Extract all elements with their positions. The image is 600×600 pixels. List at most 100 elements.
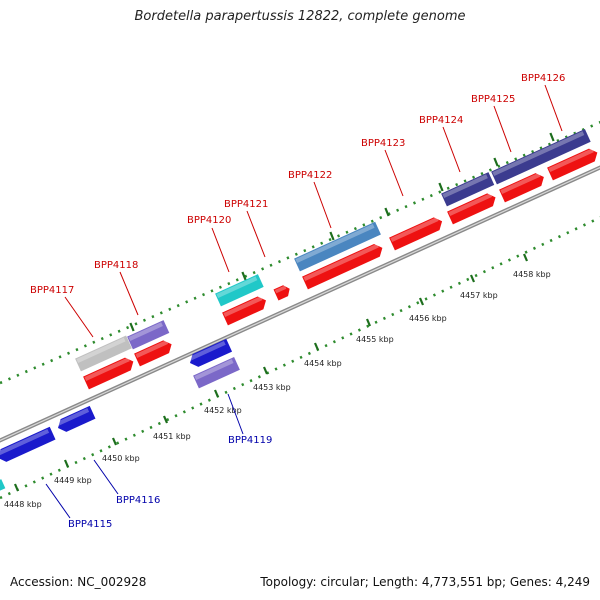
cds-red-arrow-highlight [223, 296, 263, 317]
gene-label-top[interactable]: BPP4125 [471, 94, 515, 105]
cds-red-arrow-shape [389, 217, 443, 251]
feature-purple-box-shape [127, 320, 170, 350]
cds-blue-arrow[interactable] [0, 426, 56, 465]
cds-red-arrow-highlight [303, 243, 379, 281]
gene-label-bottom[interactable]: BPP4115 [68, 519, 112, 530]
cds-red-arrow-shape [222, 296, 266, 326]
ruler-tick-label: 4453 kbp [253, 383, 291, 392]
cds-blue-arrow[interactable] [55, 405, 96, 434]
ruler-tick-mark [162, 415, 169, 424]
ruler-tick-mark [129, 322, 135, 332]
ruler-tick-mark [438, 182, 444, 192]
cds-blue-arrow-shape [190, 338, 233, 367]
gene-label-top[interactable]: BPP4118 [94, 260, 138, 271]
backbone-inner [0, 166, 600, 442]
ruler-tick-label: 4457 kbp [460, 291, 498, 300]
cds-purple-box-highlight [194, 359, 234, 380]
gene-leader-line [45, 483, 71, 519]
cds-red-arrow[interactable] [222, 294, 269, 326]
feature-darkpurple-box-2-highlight [492, 131, 585, 176]
gene-label-bottom[interactable]: BPP4116 [116, 495, 160, 506]
cds-blue-arrow-shape [58, 405, 96, 432]
cds-red-arrow-shape [83, 357, 134, 390]
cds-purple-box[interactable] [193, 357, 240, 389]
cds-red-arrow[interactable] [499, 171, 547, 203]
ruler-tick-label: 4456 kbp [409, 314, 447, 323]
ruler-tick-mark [418, 297, 425, 306]
cds-red-arrow[interactable] [447, 191, 498, 225]
cds-red-arrow-shape [134, 340, 172, 367]
cds-red-arrow-highlight [135, 340, 169, 358]
ruler-tick-label: 4458 kbp [513, 270, 551, 279]
cds-red-arrow[interactable] [83, 355, 136, 390]
ruler-tick-mark [522, 253, 529, 262]
ruler-tick-label: 4450 kbp [102, 454, 140, 463]
gene-leader-line [544, 84, 563, 132]
cds-cyan-box[interactable] [0, 479, 6, 492]
cds-blue-arrow[interactable] [187, 338, 233, 370]
feature-gray-box[interactable] [75, 335, 132, 372]
cds-red-arrow[interactable] [134, 338, 174, 367]
ruler-tick-mark [469, 274, 476, 283]
gene-label-top[interactable]: BPP4121 [224, 199, 268, 210]
ruler-tick-mark [549, 132, 555, 142]
accession-text: Accession: NC_002928 [10, 575, 147, 589]
feature-darkpurple-box-1[interactable] [441, 172, 495, 207]
ruler-tick-mark [329, 231, 335, 241]
cds-red-arrow[interactable] [389, 215, 445, 251]
gene-label-top[interactable]: BPP4123 [361, 138, 405, 149]
gene-leader-line [442, 126, 461, 173]
genome-title: Bordetella parapertussis 12822, complete… [134, 9, 466, 24]
feature-gray-box-highlight [76, 337, 126, 363]
feature-steel-box[interactable] [294, 221, 381, 272]
gene-label-top[interactable]: BPP4120 [187, 215, 231, 226]
cds-red-arrow-highlight [500, 172, 541, 194]
gene-label-bottom[interactable]: BPP4119 [228, 435, 272, 446]
ruler-tick-label: 4451 kbp [153, 432, 191, 441]
ruler-tick-mark [365, 318, 372, 327]
cds-red-arrow-shape [499, 173, 544, 203]
cds-red-arrow[interactable] [547, 146, 600, 181]
cds-red-arrow-shape [273, 285, 290, 301]
cds-red-arrow[interactable] [273, 283, 293, 301]
ruler-tick-mark [493, 157, 499, 167]
feature-darkpurple-box-2[interactable] [491, 129, 591, 185]
gene-label-top[interactable]: BPP4126 [521, 73, 565, 84]
ruler-tick-mark [213, 389, 220, 398]
feature-darkpurple-box-1-highlight [442, 174, 488, 198]
cds-red-arrow-shape [547, 148, 598, 181]
ruler-tick-mark [63, 459, 70, 468]
gene-leader-line [493, 105, 512, 153]
gene-leader-line [119, 271, 139, 316]
ruler-tick-label: 4448 kbp [4, 500, 42, 509]
feature-darkpurple-box-2-shape [491, 129, 591, 185]
cds-red-arrow-highlight [84, 357, 130, 381]
gene-label-top[interactable]: BPP4117 [30, 285, 74, 296]
genome-summary-text: Topology: circular; Length: 4,773,551 bp… [260, 575, 590, 589]
gene-leader-line [313, 181, 332, 229]
ruler-tick-mark [241, 271, 247, 281]
gene-label-top[interactable]: BPP4124 [419, 115, 463, 126]
gene-leader-line [384, 149, 404, 197]
gene-leader-line [64, 296, 94, 338]
cds-red-arrow-highlight [274, 285, 287, 294]
cds-purple-box-shape [193, 357, 240, 389]
gene-leader-line [93, 459, 119, 495]
feature-darkpurple-box-1-shape [441, 172, 495, 207]
feature-cyan-box[interactable] [215, 274, 264, 307]
ruler-tick-label: 4455 kbp [356, 335, 394, 344]
cds-red-arrow-shape [447, 193, 496, 225]
ruler-tick-label: 4449 kbp [54, 476, 92, 485]
ruler-tick-mark [111, 437, 118, 446]
cds-red-arrow-highlight [548, 148, 594, 172]
cds-red-arrow-shape [302, 243, 383, 290]
ruler-tick-label: 4452 kbp [204, 406, 242, 415]
cds-blue-arrow-shape [0, 426, 56, 462]
gene-leader-line [246, 210, 266, 258]
ruler-dots-top [0, 120, 600, 385]
feature-purple-box[interactable] [127, 320, 170, 350]
cds-red-arrow[interactable] [302, 241, 385, 290]
feature-cyan-box-shape [215, 274, 264, 307]
gene-label-top[interactable]: BPP4122 [288, 170, 332, 181]
gene-leader-line [211, 227, 230, 273]
